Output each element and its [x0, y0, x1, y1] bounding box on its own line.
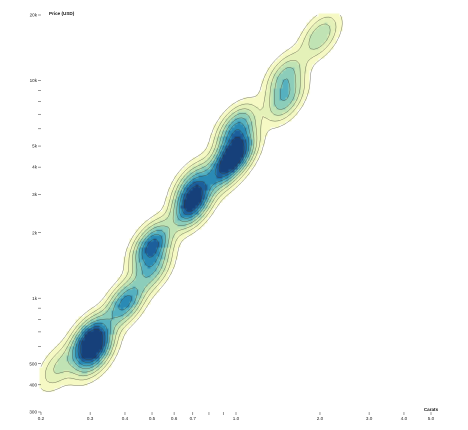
contour-line: [44, 16, 337, 384]
x-tick-label: 5.0: [428, 416, 435, 421]
x-tick-label: 0.3: [87, 416, 94, 421]
y-tick-label: 10k: [30, 78, 38, 83]
density-band-6: [75, 121, 250, 365]
contour-line: [75, 122, 250, 367]
y-axis: 20k 10k 5k 4k 3k 2k 1k 500 400 300: [29, 13, 41, 415]
density-band-fill: [81, 136, 244, 359]
contour-line: [77, 129, 247, 363]
contour-line: [67, 67, 297, 373]
x-tick-label: 0.7: [190, 416, 197, 421]
x-axis-title: Carats: [424, 407, 439, 412]
y-tick-label: 2k: [32, 230, 38, 235]
contour-line: [72, 78, 291, 370]
x-tick-label: 3.0: [366, 416, 373, 421]
contour-lines: [40, 14, 343, 392]
y-tick-label: 500: [29, 361, 37, 366]
x-tick-label: 2.0: [317, 416, 324, 421]
y-tick-label: 400: [29, 382, 37, 387]
x-tick-label: 0.4: [122, 416, 129, 421]
y-tick-label: 3k: [32, 192, 38, 197]
y-axis-title: Price (USD): [49, 11, 75, 16]
y-tick-label: 300: [29, 410, 37, 415]
density-band-7: [78, 130, 247, 362]
y-tick-label: 1k: [32, 296, 38, 301]
contour-line: [53, 23, 331, 377]
density-band-8: [81, 136, 244, 359]
x-tick-label: 4.0: [401, 416, 408, 421]
density-band-fill: [75, 121, 250, 365]
contour-line: [80, 137, 245, 361]
contour-layer: [39, 13, 343, 392]
y-tick-label: 20k: [30, 13, 38, 18]
y-tick-label: 4k: [32, 165, 38, 170]
x-tick-label: 0.2: [38, 416, 45, 421]
y-tick-label: 5k: [32, 144, 38, 149]
x-tick-label: 0.6: [171, 416, 178, 421]
x-tick-label: 0.5: [149, 416, 156, 421]
density-band-fill: [78, 130, 247, 362]
x-tick-label: 1.0: [233, 416, 240, 421]
x-axis: 0.2 0.3 0.4 0.5 0.6 0.7 1.0 2.0 3.0 4.0 5.0: [38, 412, 435, 421]
contour-line: [40, 14, 343, 392]
